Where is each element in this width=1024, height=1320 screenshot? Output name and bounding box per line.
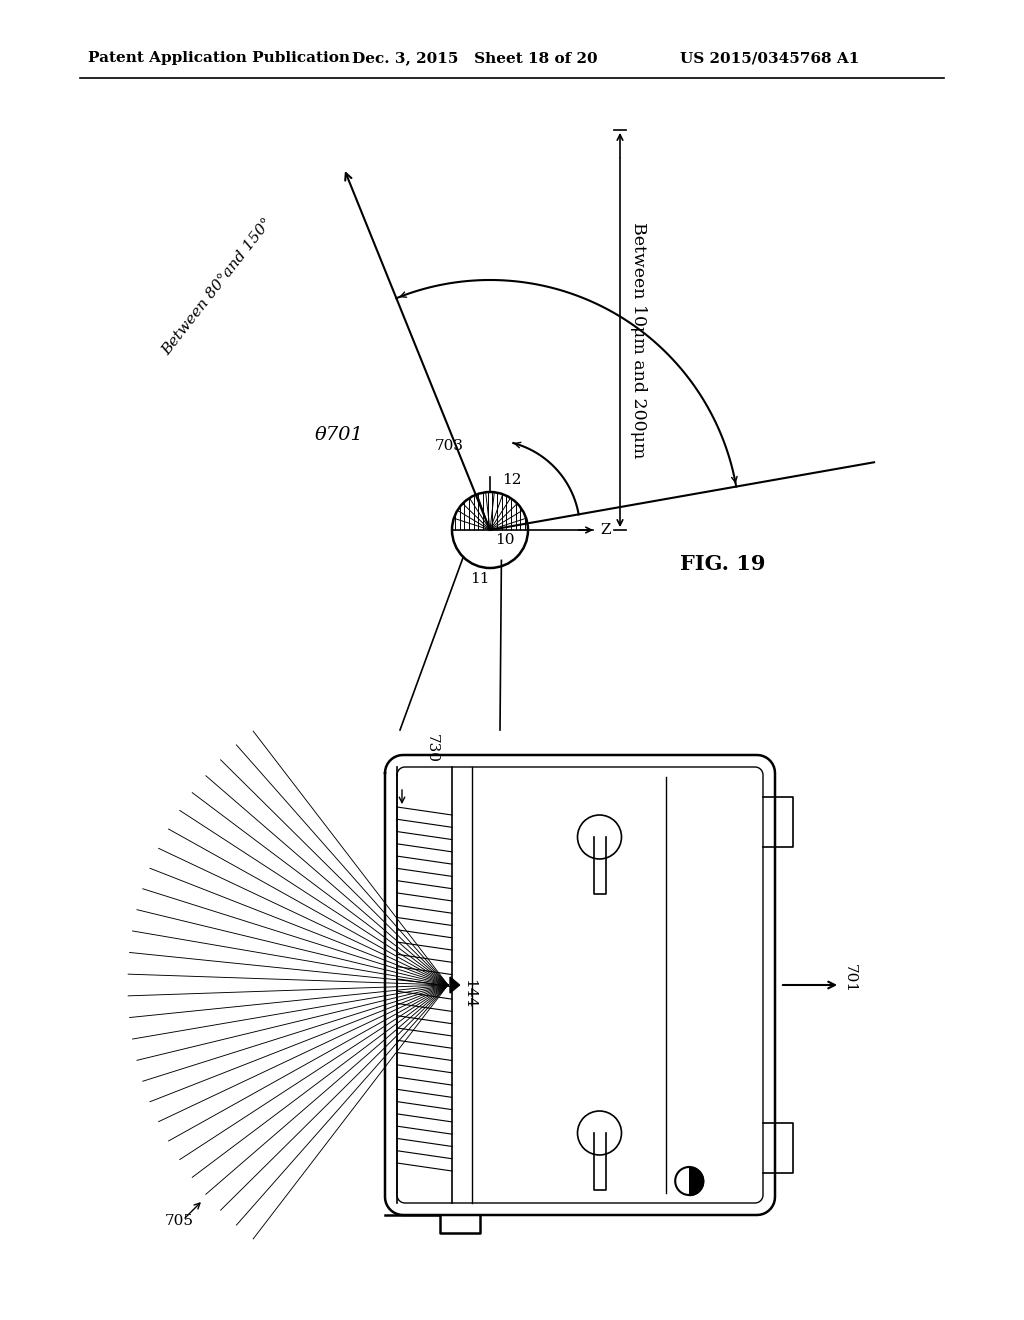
Text: Between 80°and 150°: Between 80°and 150° (160, 215, 275, 358)
Text: 730: 730 (425, 734, 439, 763)
Text: 12: 12 (502, 473, 521, 487)
Text: 144: 144 (462, 978, 476, 1008)
Text: US 2015/0345768 A1: US 2015/0345768 A1 (680, 51, 859, 65)
Text: Patent Application Publication: Patent Application Publication (88, 51, 350, 65)
Text: Between 10μm and 200μm: Between 10μm and 200μm (630, 222, 646, 458)
Text: 10: 10 (495, 533, 514, 546)
Text: θ701: θ701 (315, 426, 364, 444)
Text: 703: 703 (435, 440, 464, 453)
Text: Dec. 3, 2015   Sheet 18 of 20: Dec. 3, 2015 Sheet 18 of 20 (352, 51, 598, 65)
Text: 11: 11 (470, 572, 489, 586)
Text: Z: Z (600, 523, 610, 537)
Text: FIG. 19: FIG. 19 (680, 554, 766, 574)
Text: 701: 701 (843, 964, 857, 993)
Text: 705: 705 (165, 1214, 194, 1228)
Polygon shape (450, 977, 460, 993)
